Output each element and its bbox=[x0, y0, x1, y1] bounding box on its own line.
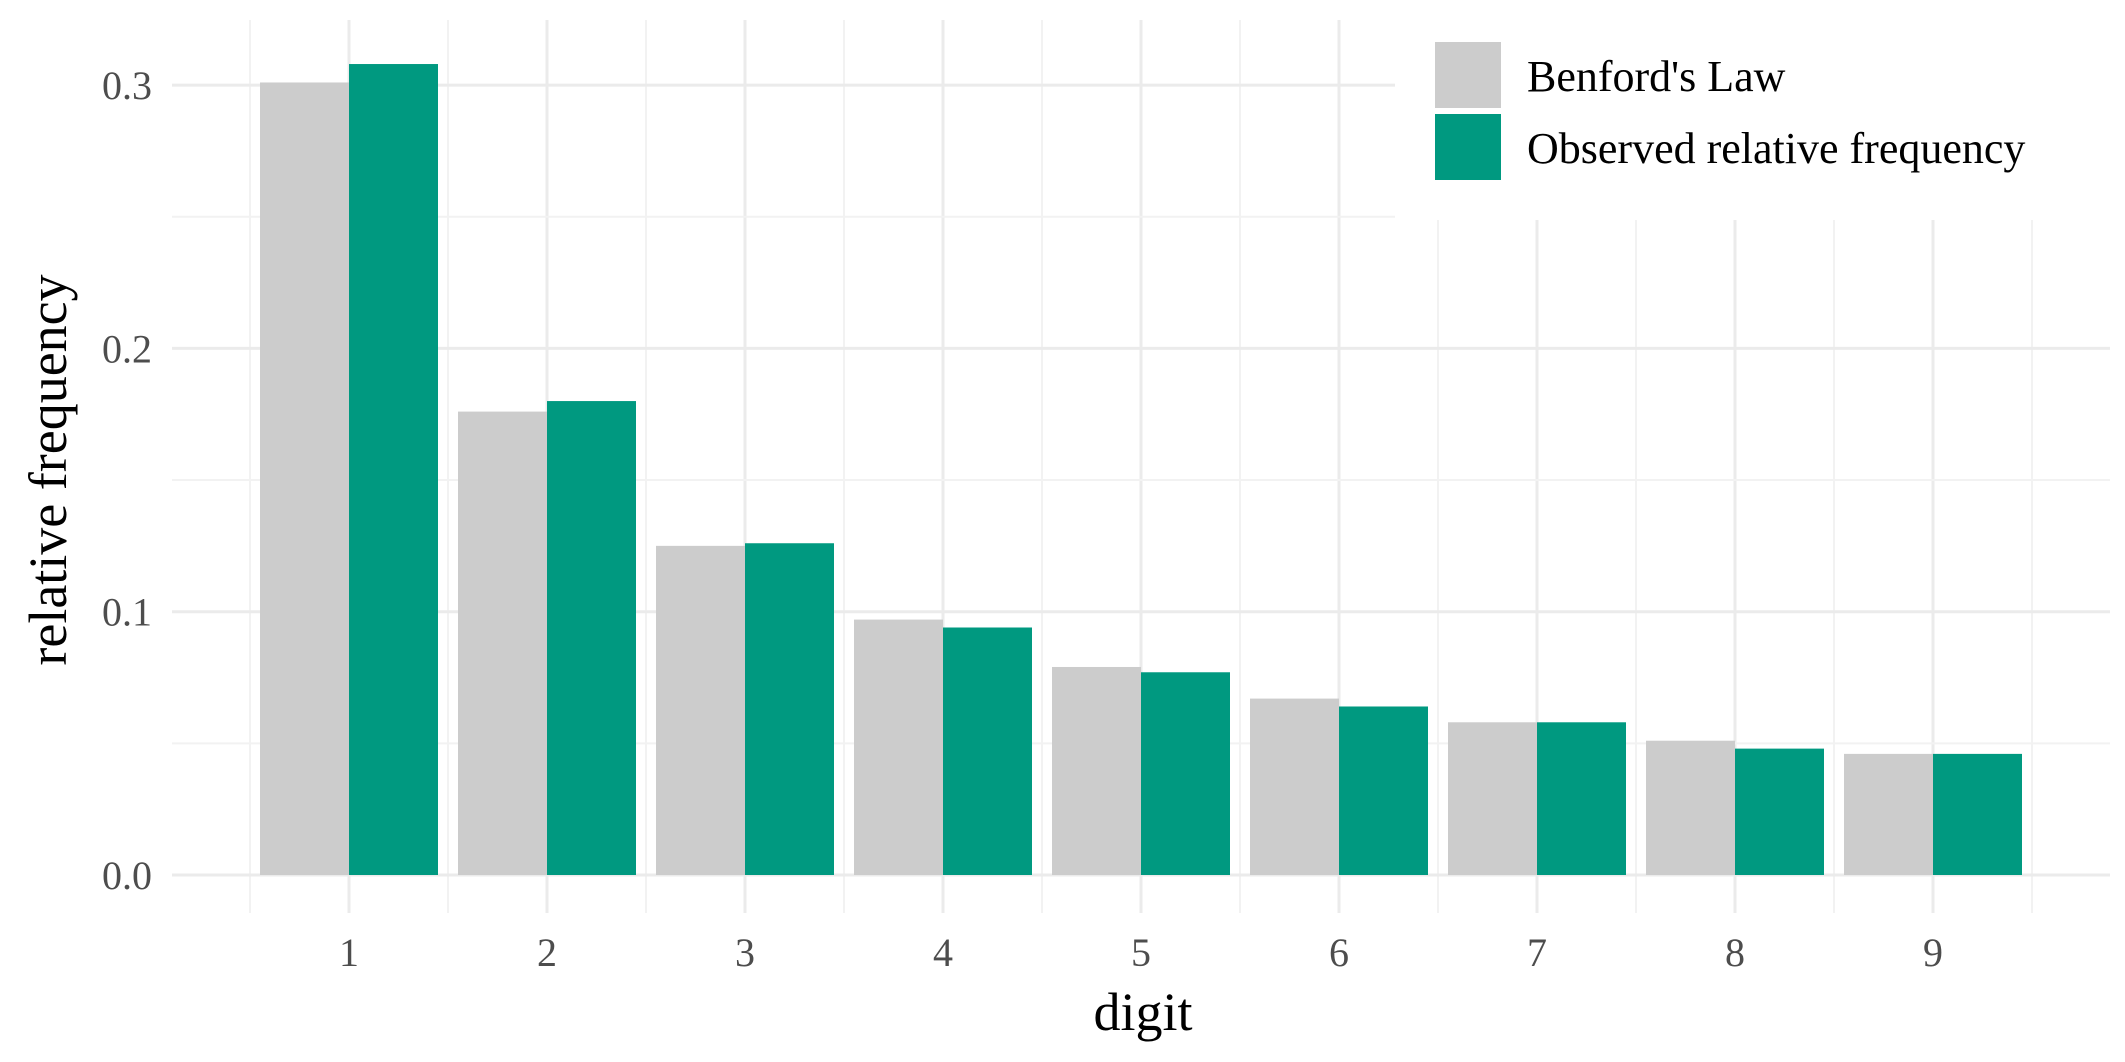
x-axis-ticks: 1 2 3 4 5 6 7 8 9 bbox=[339, 930, 1943, 975]
bar-observed-digit-5 bbox=[1141, 672, 1230, 875]
y-axis-ticks: 0.0 0.1 0.2 0.3 bbox=[102, 63, 152, 898]
x-axis-title: digit bbox=[1093, 982, 1192, 1042]
bar-observed-digit-2 bbox=[547, 401, 636, 875]
x-tick-label: 2 bbox=[537, 930, 557, 975]
legend-swatch-observed bbox=[1435, 114, 1501, 180]
bar-benford-digit-9 bbox=[1844, 753, 1933, 875]
bar-benford-digit-7 bbox=[1448, 722, 1537, 875]
x-tick-label: 7 bbox=[1527, 930, 1547, 975]
bar-benford-digit-2 bbox=[458, 411, 547, 875]
x-tick-label: 5 bbox=[1131, 930, 1151, 975]
legend-label-observed: Observed relative frequency bbox=[1527, 124, 2025, 173]
bar-benford-digit-3 bbox=[656, 545, 745, 875]
legend-swatch-benford bbox=[1435, 42, 1501, 108]
x-tick-label: 9 bbox=[1923, 930, 1943, 975]
bar-benford-digit-5 bbox=[1052, 666, 1141, 875]
bar-observed-digit-6 bbox=[1339, 706, 1428, 875]
x-tick-label: 4 bbox=[933, 930, 953, 975]
legend-background bbox=[1395, 20, 2125, 220]
bar-benford-digit-4 bbox=[854, 619, 943, 875]
bar-observed-digit-9 bbox=[1933, 753, 2022, 875]
y-tick-label: 0.1 bbox=[102, 590, 152, 635]
x-tick-label: 1 bbox=[339, 930, 359, 975]
bar-observed-digit-8 bbox=[1735, 748, 1824, 875]
bar-observed-digit-7 bbox=[1537, 722, 1626, 875]
bars bbox=[260, 64, 2022, 876]
bar-benford-digit-8 bbox=[1646, 740, 1735, 875]
bar-observed-digit-1 bbox=[349, 64, 438, 875]
bar-observed-digit-3 bbox=[745, 543, 834, 875]
y-tick-label: 0.2 bbox=[102, 326, 152, 371]
x-tick-label: 6 bbox=[1329, 930, 1349, 975]
grid bbox=[172, 20, 2110, 913]
legend: Benford's Law Observed relative frequenc… bbox=[1395, 20, 2125, 220]
x-tick-label: 3 bbox=[735, 930, 755, 975]
y-axis-title: relative frequency bbox=[18, 274, 78, 665]
bar-observed-digit-4 bbox=[943, 627, 1032, 875]
bar-benford-digit-1 bbox=[260, 82, 349, 876]
y-tick-label: 0.0 bbox=[102, 853, 152, 898]
y-tick-label: 0.3 bbox=[102, 63, 152, 108]
x-tick-label: 8 bbox=[1725, 930, 1745, 975]
legend-label-benford: Benford's Law bbox=[1527, 52, 1786, 101]
bar-benford-digit-6 bbox=[1250, 698, 1339, 875]
